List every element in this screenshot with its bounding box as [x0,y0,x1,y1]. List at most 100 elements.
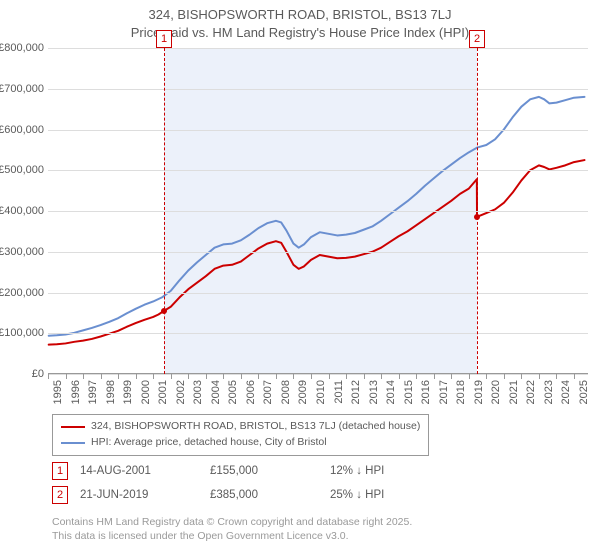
y-gridline [48,89,588,90]
series-hpi [49,97,585,336]
x-axis-label: 2017 [438,380,450,404]
x-axis-label: 1996 [70,380,82,404]
y-gridline [48,333,588,334]
x-tick [311,374,312,379]
x-tick [346,374,347,379]
sale-date: 14-AUG-2001 [80,465,210,477]
sale-marker [474,214,480,220]
y-axis-label: £0 [32,368,44,380]
y-axis-label: £300,000 [0,246,44,258]
x-tick [399,374,400,379]
table-row: 114-AUG-2001£155,00012% ↓ HPI [52,462,460,480]
x-tick [416,374,417,379]
x-axis-label: 1997 [87,380,99,404]
y-axis-label: £100,000 [0,327,44,339]
y-gridline [48,252,588,253]
x-tick [364,374,365,379]
legend-swatch [61,442,85,444]
x-tick [556,374,557,379]
x-tick [574,374,575,379]
x-tick [206,374,207,379]
x-axis-label: 2006 [245,380,257,404]
x-tick [276,374,277,379]
y-gridline [48,130,588,131]
x-tick [153,374,154,379]
x-axis-label: 2021 [508,380,520,404]
x-axis-label: 2001 [157,380,169,404]
x-axis-label: 2000 [140,380,152,404]
x-tick [486,374,487,379]
sale-date: 21-JUN-2019 [80,489,210,501]
x-tick [521,374,522,379]
footer-attribution: Contains HM Land Registry data © Crown c… [52,516,412,543]
x-axis-label: 2018 [455,380,467,404]
y-gridline [48,293,588,294]
x-axis-label: 2010 [315,380,327,404]
x-tick [48,374,49,379]
x-tick [241,374,242,379]
x-axis-label: 2022 [525,380,537,404]
marker-badge: 2 [469,30,485,48]
x-axis-label: 2025 [578,380,590,404]
x-axis-label: 2023 [543,380,555,404]
x-tick [539,374,540,379]
x-tick [258,374,259,379]
y-axis-label: £500,000 [0,164,44,176]
x-tick [451,374,452,379]
x-tick [188,374,189,379]
x-axis-label: 2007 [262,380,274,404]
y-axis-label: £200,000 [0,287,44,299]
marker-badge: 1 [156,30,172,48]
sale-delta: 25% ↓ HPI [330,489,460,501]
y-gridline [48,374,588,375]
marker-vline [477,48,478,374]
x-axis-label: 2024 [560,380,572,404]
sale-price: £385,000 [210,489,330,501]
x-axis-label: 2005 [227,380,239,404]
x-tick [329,374,330,379]
sales-table: 114-AUG-2001£155,00012% ↓ HPI221-JUN-201… [52,462,460,510]
table-row: 2 21-JUN-2019£385,00025% ↓ HPI [52,486,460,504]
sale-price: £155,000 [210,465,330,477]
x-tick [171,374,172,379]
footer-line1: Contains HM Land Registry data © Crown c… [52,516,412,530]
y-axis-label: £700,000 [0,83,44,95]
legend-text: HPI: Average price, detached house, City… [91,435,327,451]
y-gridline [48,170,588,171]
legend: 324, BISHOPSWORTH ROAD, BRISTOL, BS13 7L… [52,414,429,456]
x-tick [381,374,382,379]
legend-row: 324, BISHOPSWORTH ROAD, BRISTOL, BS13 7L… [61,419,420,435]
footer-line2: This data is licensed under the Open Gov… [52,530,412,544]
x-axis-label: 2019 [473,380,485,404]
x-tick [504,374,505,379]
x-axis-label: 2014 [385,380,397,404]
x-tick [101,374,102,379]
x-axis-label: 2003 [192,380,204,404]
legend-swatch [61,426,85,428]
x-tick [469,374,470,379]
x-tick [136,374,137,379]
x-tick [223,374,224,379]
x-tick [66,374,67,379]
row-badge: 1 [52,462,68,480]
x-tick [293,374,294,379]
x-axis-label: 2002 [175,380,187,404]
x-tick [118,374,119,379]
x-axis-label: 1995 [52,380,64,404]
y-axis-label: £800,000 [0,42,44,54]
y-axis-label: £600,000 [0,124,44,136]
x-axis-label: 1998 [105,380,117,404]
sale-marker [161,308,167,314]
y-gridline [48,48,588,49]
x-axis-label: 2020 [490,380,502,404]
chart-title: 324, BISHOPSWORTH ROAD, BRISTOL, BS13 7L… [0,0,600,41]
plot-area: £0£100,000£200,000£300,000£400,000£500,0… [48,48,588,374]
title-line1: 324, BISHOPSWORTH ROAD, BRISTOL, BS13 7L… [0,6,600,24]
x-axis-label: 2004 [210,380,222,404]
y-gridline [48,211,588,212]
x-axis-label: 2016 [420,380,432,404]
x-axis-label: 2013 [368,380,380,404]
marker-vline [164,48,165,374]
row-badge: 2 [52,486,68,504]
x-axis-label: 2012 [350,380,362,404]
